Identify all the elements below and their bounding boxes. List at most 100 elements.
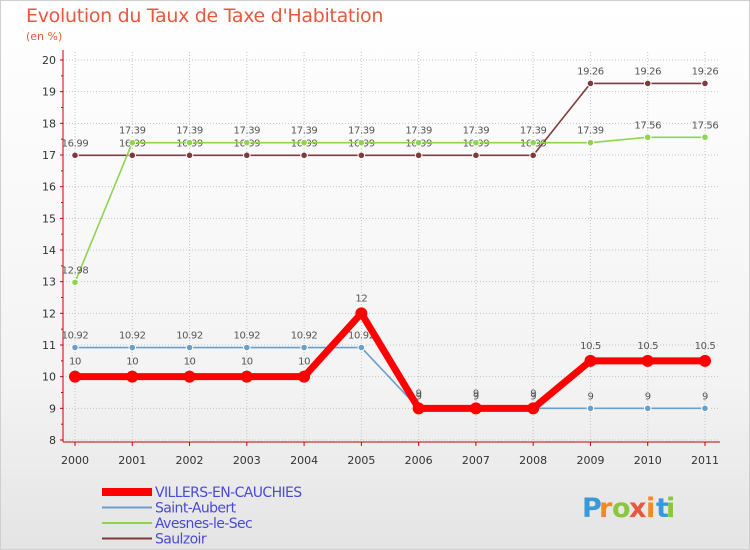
data-point-villers-en-cauchies [355, 307, 368, 320]
data-point-saulzoir [300, 151, 308, 160]
data-point-saint-aubert [185, 343, 194, 352]
data-point-saulzoir [701, 79, 709, 88]
data-point-avesnes-le-sec [357, 138, 366, 147]
brand-letter: i [666, 493, 675, 524]
data-label-saint-aubert: 10.92 [233, 331, 260, 342]
y-tick-label: 19 [42, 86, 56, 99]
y-tick-label: 10 [42, 371, 56, 384]
data-point-avesnes-le-sec [300, 138, 308, 147]
chart-subtitle: (en %) [26, 30, 63, 43]
data-label-saint-aubert: 9 [530, 391, 536, 402]
series-line-avesnes-le-sec [74, 136, 706, 284]
data-label-avesnes-le-sec: 17.39 [520, 126, 547, 137]
y-tick-label: 20 [42, 54, 56, 67]
data-point-saint-aubert [586, 404, 595, 413]
data-point-saulzoir [357, 151, 366, 160]
data-label-saint-aubert: 10.92 [62, 331, 89, 342]
y-tick-label: 14 [42, 244, 56, 257]
x-tick-label: 2011 [691, 454, 719, 467]
data-label-saint-aubert: 9 [473, 391, 479, 402]
data-point-saint-aubert [643, 404, 652, 413]
data-point-avesnes-le-sec [71, 278, 79, 287]
brand-letter: t [656, 493, 669, 524]
data-point-villers-en-cauchies [126, 370, 139, 383]
data-point-saulzoir [185, 151, 194, 160]
data-point-villers-en-cauchies [240, 370, 253, 383]
data-point-villers-en-cauchies [298, 370, 311, 383]
data-label-avesnes-le-sec: 17.39 [463, 126, 490, 137]
data-label-avesnes-le-sec: 12.98 [62, 265, 89, 276]
data-point-avesnes-le-sec [529, 138, 537, 147]
data-label-avesnes-le-sec: 17.56 [634, 120, 661, 131]
data-point-villers-en-cauchies [584, 354, 597, 367]
data-point-avesnes-le-sec [414, 138, 423, 147]
data-label-saint-aubert: 9 [416, 391, 422, 402]
data-point-saint-aubert [300, 343, 308, 352]
brand-logo: Pr ox i ti [582, 493, 675, 524]
data-label-saint-aubert: 9 [587, 391, 593, 402]
data-label-villers-en-cauchies: 9 [530, 388, 536, 399]
legend-label-avesnes-le-sec: Avesnes-le-Sec [155, 516, 252, 532]
data-point-villers-en-cauchies [641, 354, 654, 367]
data-label-villers-en-cauchies: 12 [355, 293, 367, 304]
data-label-saint-aubert: 9 [702, 391, 708, 402]
data-point-saulzoir [128, 151, 137, 160]
data-point-saint-aubert [128, 343, 137, 352]
data-label-avesnes-le-sec: 17.39 [577, 126, 604, 137]
series-line-saint-aubert [74, 346, 706, 410]
data-point-avesnes-le-sec [243, 138, 251, 147]
data-label-villers-en-cauchies: 10 [69, 357, 81, 368]
data-label-avesnes-le-sec: 17.39 [405, 126, 432, 137]
y-tick-label: 16 [42, 181, 56, 194]
data-point-saulzoir [586, 79, 595, 88]
data-label-saint-aubert: 10.92 [291, 331, 318, 342]
data-label-villers-en-cauchies: 10.5 [637, 341, 658, 352]
data-label-villers-en-cauchies: 10 [126, 357, 138, 368]
x-tick-label: 2007 [462, 454, 490, 467]
data-point-saulzoir [71, 151, 79, 160]
legend-label-saulzoir: Saulzoir [155, 532, 207, 548]
series-line-saulzoir [74, 82, 706, 157]
data-point-villers-en-cauchies [69, 370, 81, 383]
brand-letter: x [629, 493, 646, 524]
y-tick-label: 8 [49, 434, 56, 447]
data-label-avesnes-le-sec: 17.39 [119, 126, 146, 137]
y-tick-label: 17 [42, 149, 56, 162]
x-tick-label: 2003 [233, 454, 261, 467]
data-label-villers-en-cauchies: 9 [473, 388, 479, 399]
chart-title: Evolution du Taux de Taxe d'Habitation [26, 5, 384, 27]
data-point-saulzoir [529, 151, 537, 160]
data-point-saulzoir [243, 151, 251, 160]
x-tick-label: 2000 [61, 454, 89, 467]
data-point-avesnes-le-sec [643, 133, 652, 142]
data-label-avesnes-le-sec: 17.39 [233, 126, 260, 137]
data-point-villers-en-cauchies [469, 402, 482, 415]
x-tick-label: 2008 [519, 454, 547, 467]
data-label-avesnes-le-sec: 17.39 [348, 126, 375, 137]
brand-letter: o [612, 493, 631, 524]
y-tick-label: 18 [42, 117, 56, 130]
data-label-villers-en-cauchies: 10.5 [695, 341, 716, 352]
data-label-saint-aubert: 10.92 [348, 331, 375, 342]
data-point-villers-en-cauchies [412, 402, 425, 415]
y-tick-label: 13 [42, 276, 56, 289]
legend-label-saint-aubert: Saint-Aubert [155, 501, 237, 517]
x-tick-label: 2010 [634, 454, 662, 467]
data-point-saulzoir [472, 151, 480, 160]
data-label-avesnes-le-sec: 17.39 [176, 126, 203, 137]
y-tick-label: 11 [42, 339, 56, 352]
data-label-saint-aubert: 10.92 [119, 331, 146, 342]
x-tick-label: 2006 [405, 454, 433, 467]
data-point-villers-en-cauchies [527, 402, 540, 415]
x-tick-label: 2001 [118, 454, 146, 467]
brand-letter: r [599, 493, 613, 524]
data-label-saint-aubert: 10.92 [176, 331, 203, 342]
x-tick-label: 2005 [347, 454, 375, 467]
data-point-avesnes-le-sec [128, 138, 137, 147]
data-point-saint-aubert [357, 343, 366, 352]
data-label-avesnes-le-sec: 17.56 [692, 120, 719, 131]
data-point-saint-aubert [71, 343, 79, 352]
data-point-villers-en-cauchies [183, 370, 196, 383]
data-point-saint-aubert [701, 404, 709, 413]
